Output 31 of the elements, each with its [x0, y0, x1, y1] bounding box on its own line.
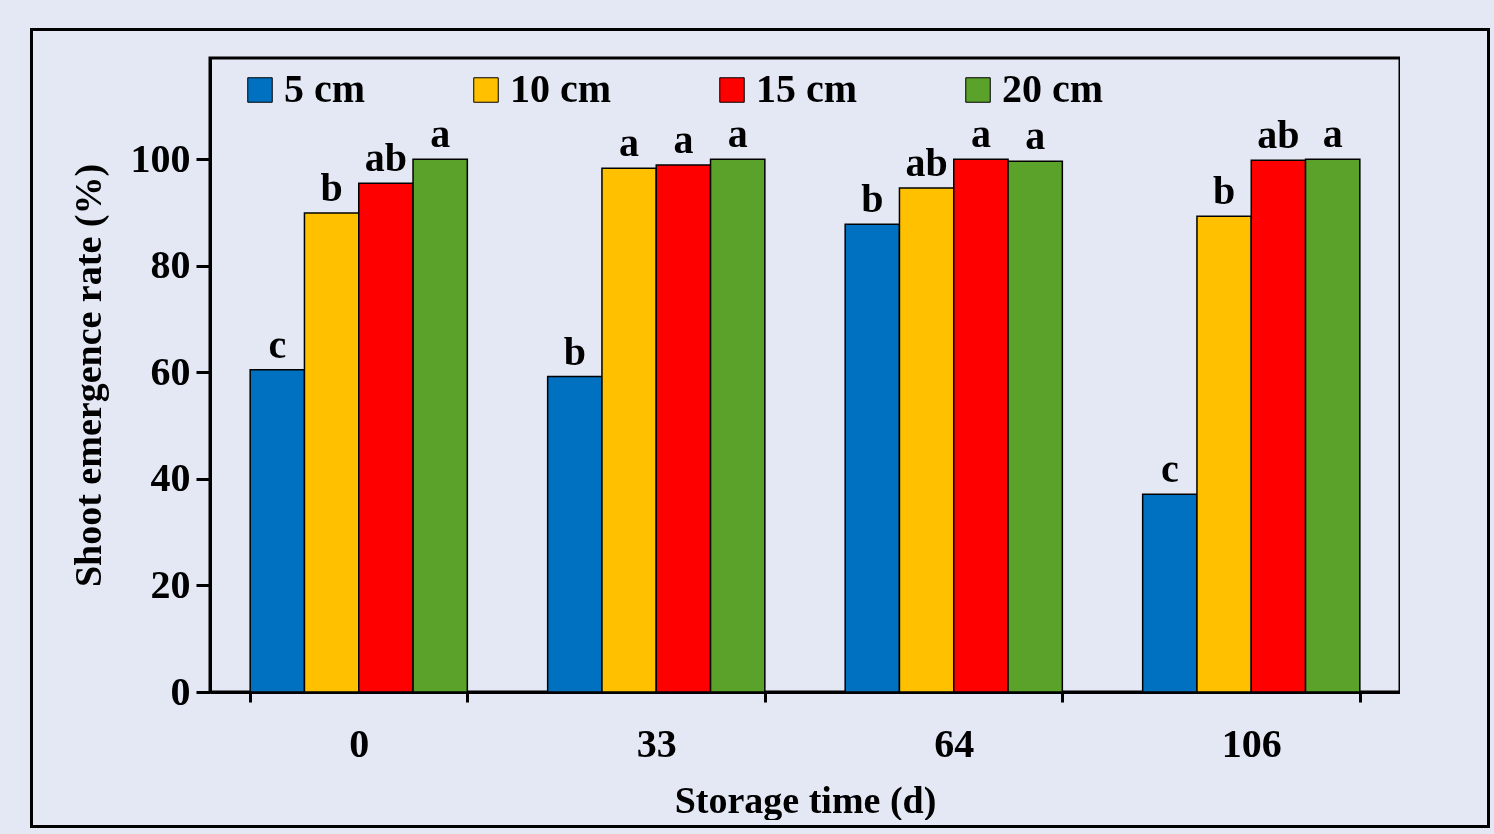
x-tick-label: 64 [934, 720, 975, 766]
data-label: b [861, 176, 884, 222]
data-label: a [727, 111, 748, 157]
x-tick-label: 106 [1221, 720, 1282, 766]
data-label: a [619, 120, 640, 166]
y-tick-label: 100 [130, 135, 191, 181]
data-label: c [268, 321, 287, 367]
data-label: a [970, 111, 991, 157]
legend-label: 15 cm [756, 66, 858, 111]
data-label: b [320, 165, 343, 211]
y-tick-label: 20 [150, 561, 191, 607]
data-label: c [1160, 446, 1179, 492]
data-label: a [673, 117, 694, 163]
y-tick-label: 40 [150, 455, 191, 501]
x-tick-label: 33 [636, 720, 677, 766]
data-label: a [1322, 111, 1343, 157]
legend-label: 10 cm [510, 66, 612, 111]
y-axis-title: Shoot emergence rate (%) [66, 163, 110, 588]
data-label: a [1025, 113, 1046, 159]
y-tick-label: 80 [150, 242, 191, 288]
legend-label: 20 cm [1002, 66, 1104, 111]
data-label: ab [364, 135, 408, 181]
data-label: ab [905, 140, 948, 185]
y-tick-label: 60 [150, 348, 191, 394]
data-label: b [563, 328, 586, 374]
y-tick-label: 0 [170, 668, 191, 714]
x-tick-label: 0 [349, 720, 370, 766]
legend-label: 5 cm [284, 66, 366, 111]
data-label: ab [1257, 112, 1300, 158]
data-label: a [430, 111, 451, 157]
data-label: b [1212, 168, 1236, 214]
